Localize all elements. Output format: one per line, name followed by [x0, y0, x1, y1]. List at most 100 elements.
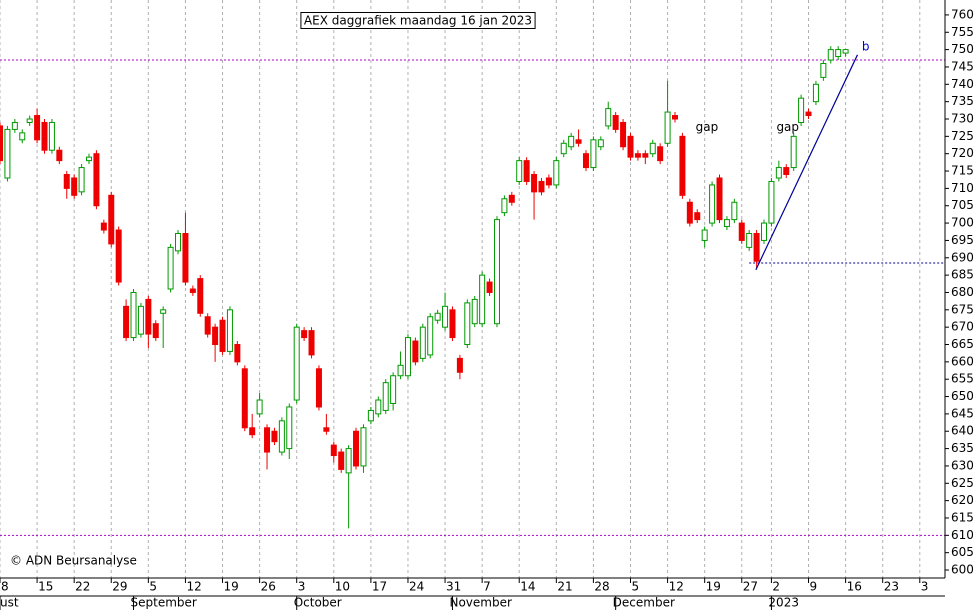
y-tick-label: 760 [951, 7, 974, 21]
candle-body [397, 364, 404, 377]
x-tick-label: 14 [520, 580, 535, 594]
candle-body [753, 232, 760, 262]
candle-body [48, 121, 55, 151]
y-tick-label: 610 [951, 528, 974, 542]
candle-body [93, 153, 100, 207]
candle-body [731, 201, 738, 221]
candle-body [338, 451, 345, 470]
candle-body [798, 97, 805, 123]
candle-body [345, 448, 352, 474]
candle-body [531, 174, 538, 193]
annotation: gap [696, 120, 719, 134]
candle-body [620, 121, 627, 148]
x-tick-label: 31 [446, 580, 461, 594]
candle-body [768, 180, 775, 224]
candle-body [434, 312, 441, 321]
candle-body [605, 108, 612, 127]
candle-body [315, 368, 322, 408]
candle-body [612, 115, 619, 130]
candle-body [189, 288, 196, 293]
candle-body [152, 323, 159, 339]
candle-body [657, 146, 664, 162]
x-tick-label: 12 [186, 580, 201, 594]
y-tick-label: 640 [951, 424, 974, 438]
candle-body [264, 427, 271, 453]
candle-body [249, 427, 256, 436]
candle-body [701, 229, 708, 241]
month-label: September [131, 596, 197, 610]
candle-body [63, 174, 70, 189]
candle-body [545, 177, 552, 186]
candle-body [41, 121, 48, 151]
x-tick-label: 10 [335, 580, 350, 594]
candle-body [204, 316, 211, 335]
candle-body [293, 326, 300, 401]
y-tick-label: 670 [951, 320, 974, 334]
candle-body [86, 156, 93, 162]
y-tick-label: 740 [951, 77, 974, 91]
candle-body [427, 316, 434, 356]
y-tick-label: 635 [951, 441, 974, 455]
candle-body [486, 281, 493, 293]
candle-body [278, 420, 285, 453]
candle-body [0, 125, 3, 162]
x-tick-label: 3 [298, 580, 306, 594]
x-tick-label: 2 [772, 580, 780, 594]
y-tick-label: 725 [951, 129, 974, 143]
plot-area [0, 46, 945, 536]
candle-body [197, 278, 204, 314]
candle-body [123, 305, 130, 339]
candle-body [323, 427, 330, 432]
x-tick-label: 3 [921, 580, 929, 594]
candle-body [11, 121, 18, 130]
candle-body [137, 305, 144, 335]
y-tick-label: 715 [951, 164, 974, 178]
month-label: December [613, 596, 675, 610]
y-tick-label: 710 [951, 181, 974, 195]
candle-body [56, 149, 63, 162]
x-tick-label: 26 [261, 580, 276, 594]
candle-body [404, 337, 411, 377]
x-tick-label: 9 [810, 580, 818, 594]
x-tick-label: 7 [483, 580, 491, 594]
candle-body [471, 298, 478, 325]
candle-body [820, 62, 827, 78]
candle-body [353, 430, 360, 467]
y-tick-label: 675 [951, 302, 974, 316]
candle-body [775, 167, 782, 179]
candle-body [108, 194, 115, 245]
candle-body [716, 177, 723, 221]
y-tick-label: 685 [951, 268, 974, 282]
annotation: gap [776, 120, 799, 134]
candle-body [360, 427, 367, 467]
candle-body [256, 399, 263, 415]
y-tick-label: 700 [951, 216, 974, 230]
x-tick-label: 5 [149, 580, 157, 594]
x-tick-label: 28 [594, 580, 609, 594]
candle-body [390, 375, 397, 404]
x-tick-label: 17 [372, 580, 387, 594]
candle-body [241, 368, 248, 429]
month-label: November [449, 596, 511, 610]
candle-body [642, 153, 649, 158]
y-tick-label: 745 [951, 59, 974, 73]
candle-body [78, 167, 85, 193]
y-tick-label: 630 [951, 458, 974, 472]
x-tick-label: 15 [38, 580, 53, 594]
candle-body [175, 232, 182, 252]
candle-body [442, 305, 449, 328]
candle-body [382, 382, 389, 411]
grid [0, 0, 921, 578]
y-tick-label: 620 [951, 493, 974, 507]
candle-body [649, 142, 656, 155]
candle-body [26, 118, 33, 123]
y-tick-label: 755 [951, 25, 974, 39]
candle-body [761, 222, 768, 241]
candle-body [412, 340, 419, 363]
candle-body [145, 298, 152, 335]
candle-body [694, 212, 701, 221]
candle-body [308, 330, 315, 356]
y-tick-label: 665 [951, 337, 974, 351]
candle-body [805, 111, 812, 117]
title-box [300, 12, 536, 29]
